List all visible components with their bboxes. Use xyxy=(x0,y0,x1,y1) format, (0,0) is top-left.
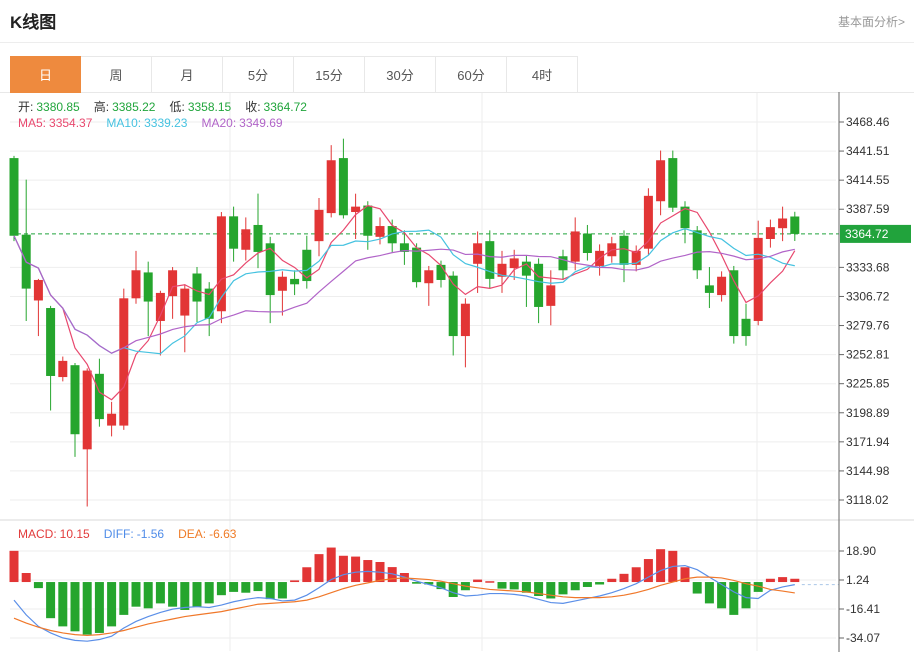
ma20-indicator: MA20: 3349.69 xyxy=(201,116,282,130)
ma5-value: 3354.37 xyxy=(49,116,93,130)
tab-month[interactable]: 月 xyxy=(152,56,223,93)
ma-info-row: MA5: 3354.37 MA10: 3339.23 MA20: 3349.69 xyxy=(18,116,297,130)
macd-histogram xyxy=(9,547,800,635)
fundamental-analysis-link[interactable]: 基本面分析> xyxy=(837,15,905,29)
macd-indicator: MACD: 10.15 xyxy=(18,527,90,541)
axis-tick-label: 18.90 xyxy=(846,544,876,558)
axis-tick-label: 3414.55 xyxy=(846,173,890,187)
tab-day[interactable]: 日 xyxy=(10,56,81,93)
axis-tick-label: 3333.68 xyxy=(846,260,890,274)
axis-tick-label: -34.07 xyxy=(846,631,880,645)
dea-line xyxy=(13,576,795,637)
ohlc-info-row: 开: 3380.85 高: 3385.22 低: 3358.15 收: 3364.72 xyxy=(18,98,321,115)
last-price-badge xyxy=(840,224,911,243)
tab-15min[interactable]: 15分 xyxy=(294,56,365,93)
ma10-label: MA10: xyxy=(106,116,142,130)
close-indicator: 收: 3364.72 xyxy=(245,100,307,114)
close-value: 3364.72 xyxy=(263,100,307,114)
ma20-label: MA20: xyxy=(201,116,237,130)
axis-tick-label: 3118.02 xyxy=(846,493,889,507)
diff-line xyxy=(13,565,795,642)
axis-tick-label: 3144.98 xyxy=(846,464,890,478)
high-label: 高: xyxy=(93,100,110,114)
ma5-label: MA5: xyxy=(18,116,47,130)
low-indicator: 低: 3358.15 xyxy=(169,100,231,114)
axis-tick-label: 3306.72 xyxy=(846,289,890,303)
ma10-value: 3339.23 xyxy=(144,116,188,130)
axis-tick-label: 3225.85 xyxy=(846,377,890,391)
macd-label: MACD: xyxy=(18,527,57,541)
high-value: 3385.22 xyxy=(112,100,156,114)
tab-60min[interactable]: 60分 xyxy=(436,56,507,93)
axis-tick-label: -16.41 xyxy=(846,602,880,616)
axis-tick-label: 3198.89 xyxy=(846,406,890,420)
ma10-line xyxy=(13,228,795,355)
diff-value: -1.56 xyxy=(136,527,165,541)
last-price-badge-label: 3364.72 xyxy=(845,227,889,241)
tab-week[interactable]: 周 xyxy=(81,56,152,93)
dea-value: -6.63 xyxy=(209,527,237,541)
price-axis: 3468.46 3441.51 3414.55 3387.59 3333.68 3306.… xyxy=(838,92,890,652)
dea-indicator: DEA: -6.63 xyxy=(178,527,236,541)
tab-30min[interactable]: 30分 xyxy=(365,56,436,93)
ma5-line xyxy=(13,204,796,401)
open-label: 开: xyxy=(18,100,34,114)
dea-label: DEA: xyxy=(178,527,207,541)
low-value: 3358.15 xyxy=(187,100,232,114)
axis-tick-label: 3441.51 xyxy=(846,144,890,158)
axis-tick-label: 3171.94 xyxy=(846,435,890,449)
axis-tick-label: 3387.59 xyxy=(846,202,890,216)
open-indicator: 开: 3380.85 xyxy=(18,100,80,114)
tab-4hour[interactable]: 4时 xyxy=(507,56,578,93)
ma20-line xyxy=(13,235,795,354)
page-title: K线图 xyxy=(10,13,57,32)
diff-label: DIFF: xyxy=(103,527,134,541)
ma20-value: 3349.69 xyxy=(239,116,283,130)
diff-indicator: DIFF: -1.56 xyxy=(104,527,164,541)
low-label: 低: xyxy=(169,100,185,114)
close-label: 收: xyxy=(245,100,261,114)
tab-5min[interactable]: 5分 xyxy=(223,56,294,93)
header-divider xyxy=(0,42,914,43)
macd-value: 10.15 xyxy=(59,527,90,541)
grid-lines xyxy=(10,93,836,651)
axis-tick-label: 3279.76 xyxy=(846,319,890,333)
high-indicator: 高: 3385.22 xyxy=(94,100,156,114)
axis-tick-label: 1.24 xyxy=(846,573,870,587)
axis-tick-label: 3252.81 xyxy=(846,348,890,362)
interval-tabbar: 日周月 5分 15分 30分 60分 4时 xyxy=(10,56,578,93)
macd-axis: 18.90 1.24 -16.41 -34.07 xyxy=(839,544,880,645)
ma10-indicator: MA10: 3339.23 xyxy=(106,116,187,130)
macd-info-row: MACD: 10.15 DIFF: -1.56 DEA: -6.63 xyxy=(18,527,250,541)
open-value: 3380.85 xyxy=(36,100,80,114)
ma5-indicator: MA5: 3354.37 xyxy=(18,116,92,130)
axis-tick-label: 3468.46 xyxy=(846,115,890,129)
candlestick-series xyxy=(9,138,800,507)
